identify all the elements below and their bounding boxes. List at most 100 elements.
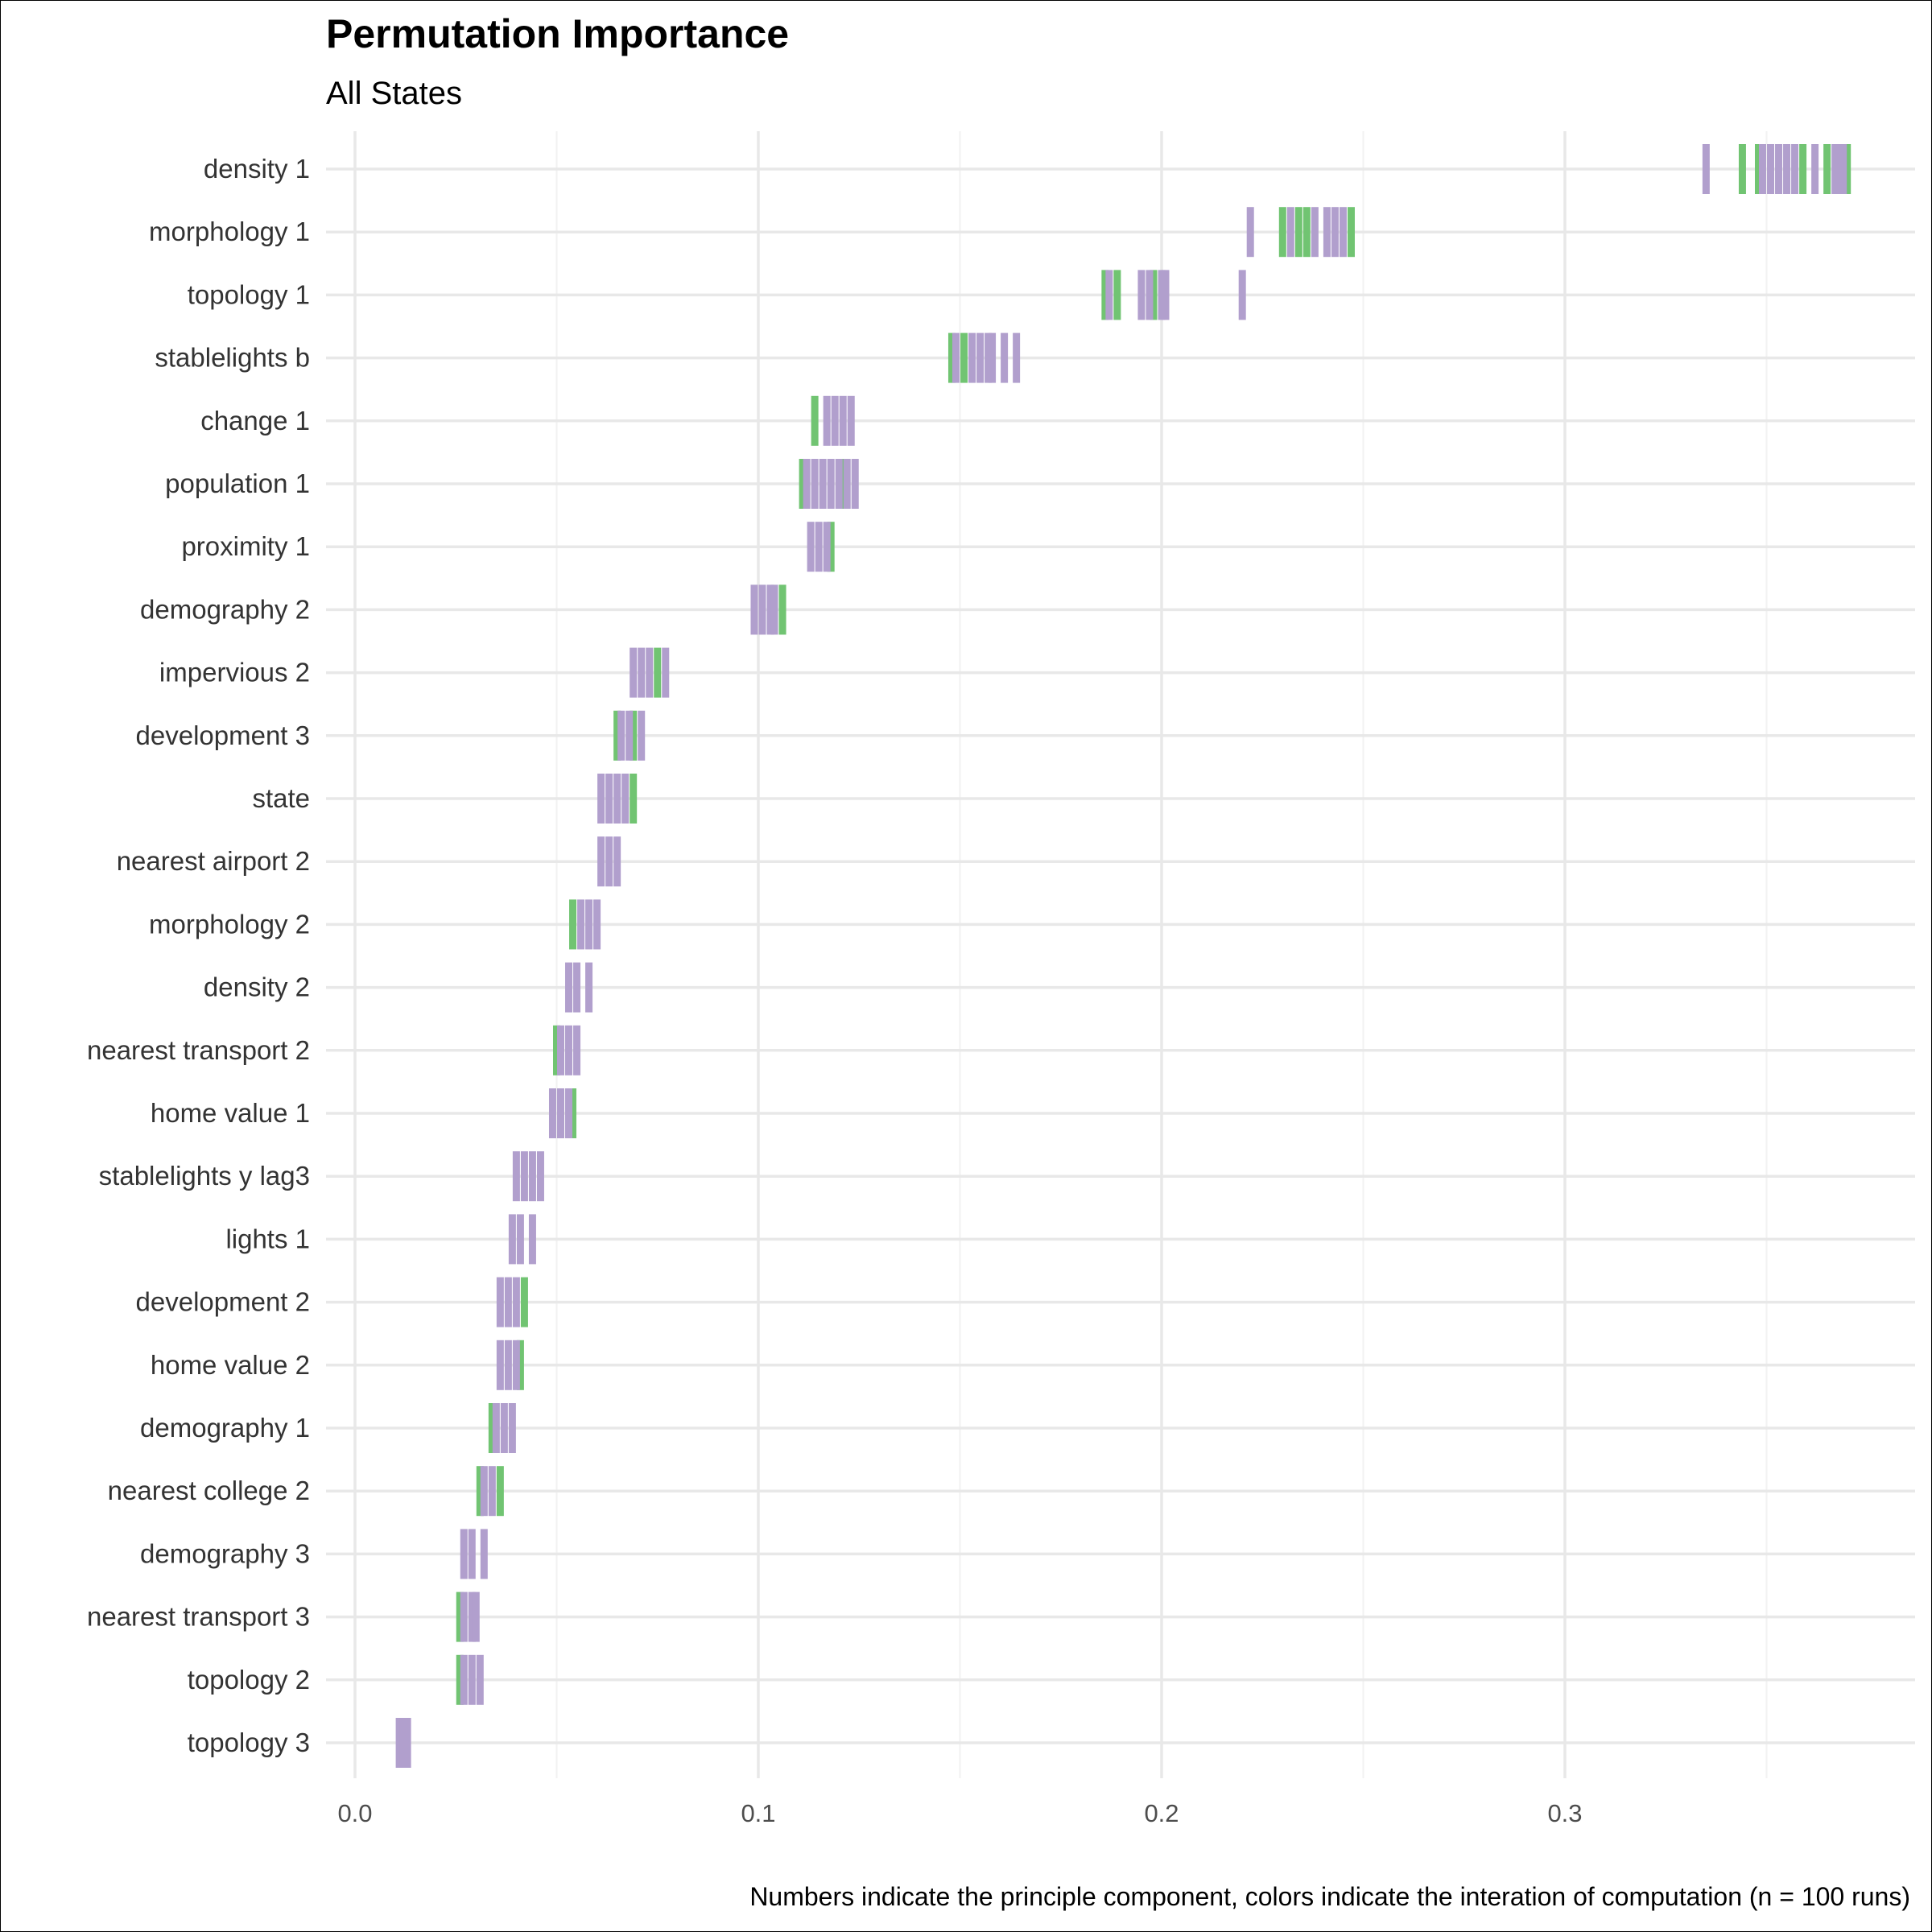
importance-mark-purple [585,899,593,950]
importance-mark-green [569,1088,577,1138]
category-label: development 2 [136,1287,310,1317]
importance-mark-green [520,1277,528,1327]
importance-mark-purple [646,647,654,698]
importance-mark-purple [597,774,605,824]
importance-mark-purple [625,710,634,761]
importance-mark-purple [766,584,774,635]
importance-mark-purple [815,522,823,572]
importance-mark-purple [480,1466,488,1517]
importance-mark-purple [1162,270,1170,320]
importance-mark-purple [823,522,831,572]
category-label: lights 1 [225,1224,310,1253]
importance-mark-green [630,710,638,761]
category-label: morphology 2 [149,909,310,939]
category-label: proximity 1 [181,531,310,561]
importance-mark-purple [403,1718,411,1768]
importance-mark-purple [548,1088,556,1138]
x-tick-label: 0.3 [1547,1799,1582,1827]
chart-subtitle: All States [326,76,462,111]
importance-mark-purple [557,1025,565,1075]
importance-mark-green [1278,207,1286,258]
labels-layer: 0.0 0.1 0.2 0.3 density 1 morphology 1 topolog… [87,154,1583,1827]
importance-mark-green [1150,270,1158,320]
category-label: density 2 [204,972,310,1002]
category-label: demography 2 [140,594,310,624]
importance-mark-purple [468,1591,476,1642]
importance-mark-purple [468,1529,476,1579]
x-tick-label: 0.0 [337,1799,372,1827]
importance-mark-purple [1001,332,1009,383]
importance-mark-purple [472,1591,480,1642]
importance-mark-purple [520,1151,528,1202]
importance-mark-purple [630,647,638,698]
importance-mark-purple [819,459,827,509]
importance-mark-purple [573,962,581,1013]
importance-mark-purple [468,1654,476,1705]
importance-mark-green [553,1025,560,1075]
importance-mark-purple [585,962,593,1013]
importance-mark-green [613,710,621,761]
importance-mark-purple [536,1151,544,1202]
category-label: nearest college 2 [108,1476,310,1505]
importance-mark-purple [496,1277,504,1327]
importance-mark-green [1302,207,1311,258]
importance-mark-purple [512,1151,520,1202]
importance-mark-green [1347,207,1355,258]
importance-mark-purple [985,332,993,383]
importance-mark-purple [512,1340,520,1390]
importance-mark-purple [496,1340,504,1390]
category-label: nearest transport 2 [87,1035,310,1065]
importance-mark-purple [476,1654,484,1705]
marks-layer [395,144,1852,1768]
importance-mark-purple [976,332,985,383]
importance-mark-green [1754,144,1762,194]
category-label: morphology 1 [149,217,310,246]
importance-mark-green [630,774,638,824]
importance-mark-purple [492,1403,500,1453]
importance-mark-purple [565,1088,573,1138]
importance-mark-green [476,1466,484,1517]
category-label: demography 3 [140,1538,310,1568]
importance-mark-purple [395,1718,403,1768]
category-label: population 1 [165,469,310,498]
importance-mark-green [947,332,956,383]
importance-mark-purple [460,1591,468,1642]
importance-mark-green [1799,144,1807,194]
category-label: home value 2 [151,1350,310,1380]
category-label: stablelights y lag3 [99,1161,310,1191]
category-label: development 3 [136,720,310,750]
category-label: topology 1 [188,279,310,309]
importance-mark-purple [1791,144,1799,194]
importance-mark-purple [1311,207,1319,258]
importance-mark-purple [557,1088,565,1138]
chart-title: Permutation Importance [326,11,789,56]
importance-mark-green [1843,144,1852,194]
importance-mark-purple [577,899,585,950]
importance-mark-purple [1758,144,1766,194]
importance-mark-purple [839,395,847,446]
importance-mark-purple [565,962,573,1013]
importance-mark-purple [1331,207,1339,258]
importance-mark-purple [758,584,766,635]
importance-mark-purple [480,1529,488,1579]
importance-mark-green [811,395,819,446]
importance-mark-purple [750,584,758,635]
importance-mark-purple [638,647,646,698]
importance-mark-purple [1238,270,1246,320]
importance-mark-purple [565,1025,573,1075]
importance-mark-purple [512,1277,520,1327]
importance-mark-purple [613,836,621,887]
importance-mark-purple [488,1466,496,1517]
importance-mark-green [654,647,662,698]
importance-mark-purple [460,1654,468,1705]
importance-mark-purple [968,332,976,383]
importance-mark-green [799,459,807,509]
importance-mark-purple [1835,144,1843,194]
importance-mark-purple [508,1214,516,1265]
importance-mark-purple [847,395,855,446]
importance-mark-purple [605,836,613,887]
importance-mark-purple [460,1529,468,1579]
importance-mark-purple [1339,207,1347,258]
category-label: home value 1 [151,1098,310,1128]
